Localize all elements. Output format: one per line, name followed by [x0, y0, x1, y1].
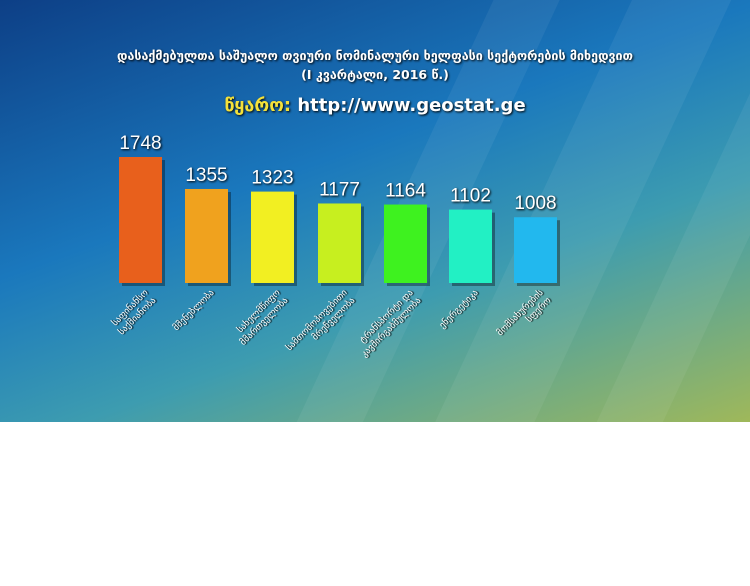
category-label: ენერგეტიკა — [437, 287, 481, 331]
data-label: 1102 — [450, 186, 491, 207]
source-line: წყარო: http://www.geostat.ge — [0, 95, 750, 116]
bar — [119, 157, 162, 283]
category-label: სამთომოპოვებითიმრეწველობა — [284, 287, 358, 361]
category-label: ტრანსპორტი დაკავშირგაბმულობა — [351, 287, 423, 359]
data-label: 1748 — [119, 133, 161, 154]
bar — [185, 188, 228, 283]
bar — [514, 217, 557, 283]
bar — [449, 209, 492, 283]
bar — [384, 204, 427, 283]
data-label: 1177 — [319, 179, 360, 200]
category-label: სახელმწიფომმართველობა — [230, 287, 291, 348]
data-label: 1164 — [385, 181, 426, 202]
category-label: მომსახურებისსფერო — [495, 287, 554, 346]
data-label: 1008 — [514, 193, 556, 214]
data-label: 1355 — [185, 165, 227, 186]
source-label: წყარო: — [224, 95, 292, 116]
bar — [318, 203, 361, 283]
bar — [251, 191, 294, 283]
category-label: საფინანსოსაქმიანობა — [108, 287, 158, 337]
chart-subtitle: (I კვარტალი, 2016 წ.) — [301, 67, 449, 82]
data-label: 1323 — [251, 168, 293, 189]
bar-chart: 1748 საფინანსოსაქმიანობა 1355 მშენებლობა 132… — [108, 133, 560, 361]
chart-title: დასაქმებულთა საშუალო თვიური ნომინალური ხ… — [117, 48, 633, 63]
source-url[interactable]: http://www.geostat.ge — [297, 95, 526, 116]
category-label: მშენებლობა — [171, 287, 217, 333]
